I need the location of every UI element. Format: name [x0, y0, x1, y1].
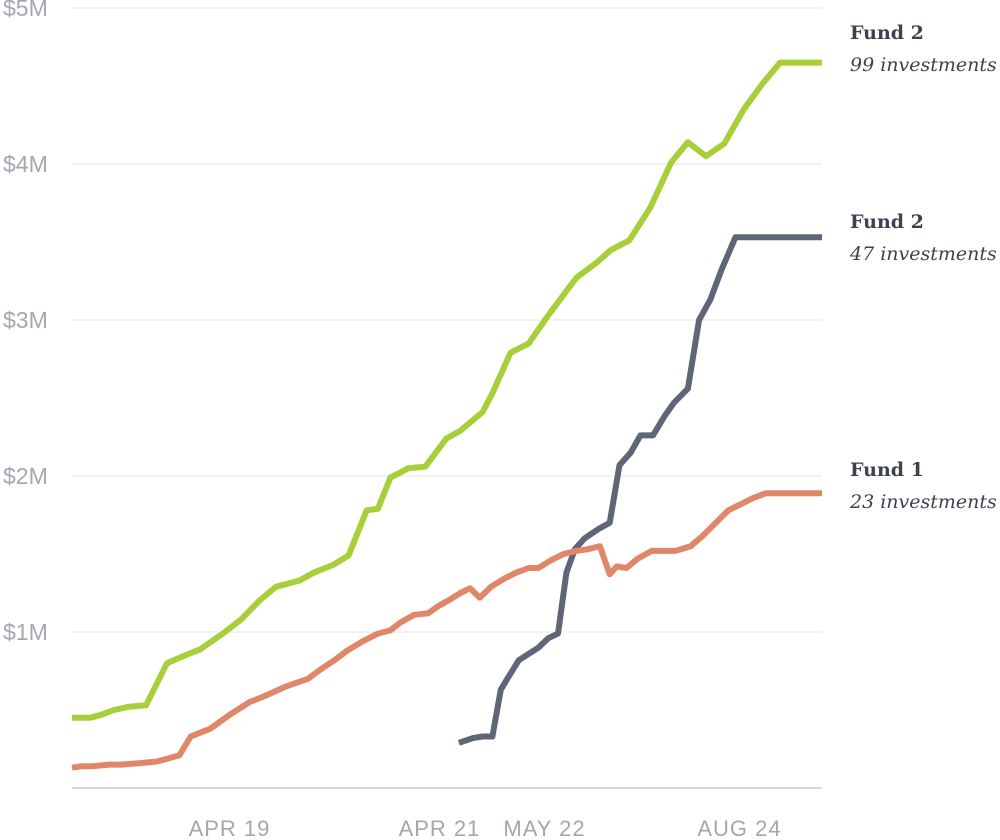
- series-line-3: [71, 490, 822, 771]
- series-label-name: Fund 2: [850, 211, 924, 233]
- x-tick-label: APR 19: [189, 816, 271, 840]
- x-tick-label: MAY 22: [503, 816, 585, 840]
- series-label-name: Fund 1: [850, 459, 924, 481]
- series-line-2: [457, 234, 822, 746]
- gridlines: [72, 7, 822, 789]
- series-line-1: [72, 59, 822, 721]
- series-label-subtitle: 47 investments: [849, 243, 997, 265]
- y-tick-label: $4M: [3, 151, 48, 177]
- series-lines: [71, 59, 822, 771]
- y-tick-label: $2M: [3, 463, 48, 489]
- y-tick-label: $5M: [3, 0, 48, 21]
- series-label-subtitle: 23 investments: [849, 491, 997, 513]
- series-labels: Fund 2 99 investments Fund 2 47 investments…: [849, 22, 997, 513]
- y-tick-label: $1M: [3, 619, 48, 645]
- series-label-name: Fund 2: [850, 22, 924, 44]
- x-tick-label: APR 21: [399, 816, 481, 840]
- y-tick-label: $3M: [3, 307, 48, 333]
- x-tick-label: AUG 24: [697, 816, 781, 840]
- y-axis-ticks: $1M $2M $3M $4M $5M: [3, 0, 48, 645]
- x-axis-ticks: APR 19 APR 21 MAY 22 AUG 24: [189, 816, 781, 840]
- series-label-subtitle: 99 investments: [850, 54, 997, 76]
